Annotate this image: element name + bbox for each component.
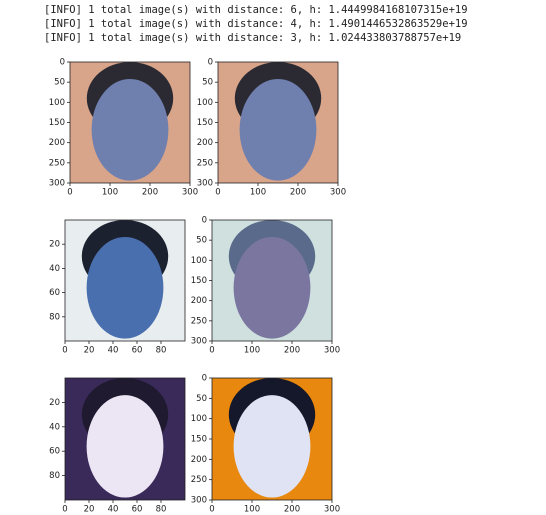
y-tick-label: 50: [54, 78, 65, 88]
y-tick-label: 20: [49, 240, 60, 250]
image-plot: 0 20 40 60 80 20 40 60 80: [49, 219, 186, 356]
y-tick-label: 300: [49, 179, 65, 189]
x-tick-label: 0: [215, 188, 220, 198]
y-tick-label: 150: [191, 276, 207, 286]
y-tick-label: 300: [191, 496, 207, 506]
y-tick-label: 60: [49, 288, 60, 298]
x-tick-label: 80: [156, 505, 167, 515]
image-face: [91, 78, 169, 181]
x-tick-label: 100: [102, 188, 118, 198]
x-tick-label: 100: [244, 346, 260, 356]
x-tick-label: 40: [108, 346, 119, 356]
y-tick-label: 250: [49, 158, 65, 168]
x-tick-label: 60: [132, 346, 143, 356]
y-tick-label: 80: [49, 312, 60, 322]
x-tick-label: 0: [62, 505, 67, 515]
x-tick-label: 200: [284, 505, 300, 515]
y-tick-label: 40: [49, 264, 60, 274]
y-tick-label: 300: [197, 179, 213, 189]
log-line: [INFO] 1 total image(s) with distance: 3…: [44, 32, 461, 44]
image-face: [233, 395, 311, 498]
y-tick-label: 200: [197, 138, 213, 148]
y-tick-label: 200: [191, 455, 207, 465]
x-tick-label: 200: [284, 346, 300, 356]
log-line: [INFO] 1 total image(s) with distance: 6…: [44, 4, 468, 16]
log-line: [INFO] 1 total image(s) with distance: 4…: [44, 18, 468, 30]
axes-frame: [64, 377, 186, 501]
y-tick-label: 0: [60, 58, 65, 68]
y-tick-label: 0: [202, 374, 207, 384]
x-tick-label: 300: [182, 188, 198, 198]
y-tick-label: 40: [49, 422, 60, 432]
x-tick-label: 300: [324, 505, 340, 515]
y-tick-label: 0: [208, 58, 213, 68]
y-tick-label: 0: [202, 216, 207, 226]
y-tick-label: 200: [49, 138, 65, 148]
x-tick-label: 300: [324, 346, 340, 356]
x-tick-label: 0: [62, 346, 67, 356]
y-tick-label: 100: [49, 98, 65, 108]
image-face: [86, 236, 164, 339]
image-face: [86, 395, 164, 498]
x-tick-label: 40: [108, 505, 119, 515]
x-tick-label: 0: [209, 346, 214, 356]
image-plot: 0 20 40 60 80 20 40 60 80: [49, 377, 186, 515]
y-tick-label: 200: [191, 296, 207, 306]
x-tick-label: 20: [84, 346, 95, 356]
y-tick-label: 50: [202, 78, 213, 88]
x-tick-label: 0: [209, 505, 214, 515]
x-tick-label: 80: [156, 346, 167, 356]
image-face: [233, 236, 311, 339]
y-tick-label: 100: [191, 414, 207, 424]
y-tick-label: 50: [196, 236, 207, 246]
y-tick-label: 150: [197, 118, 213, 128]
y-tick-label: 100: [197, 98, 213, 108]
y-tick-label: 300: [191, 337, 207, 347]
x-tick-label: 20: [84, 505, 95, 515]
image-face: [239, 78, 317, 181]
axes-frame: [64, 219, 186, 342]
y-tick-label: 100: [191, 256, 207, 266]
y-tick-label: 50: [196, 394, 207, 404]
x-tick-label: 300: [330, 188, 346, 198]
y-tick-label: 250: [191, 316, 207, 326]
y-tick-label: 20: [49, 398, 60, 408]
y-tick-label: 80: [49, 471, 60, 481]
y-tick-label: 150: [49, 118, 65, 128]
x-tick-label: 200: [290, 188, 306, 198]
x-tick-label: 200: [142, 188, 158, 198]
y-tick-label: 250: [191, 475, 207, 485]
x-tick-label: 0: [67, 188, 72, 198]
y-tick-label: 60: [49, 447, 60, 457]
x-tick-label: 100: [250, 188, 266, 198]
y-tick-label: 150: [191, 435, 207, 445]
y-tick-label: 250: [197, 158, 213, 168]
x-tick-label: 60: [132, 505, 143, 515]
x-tick-label: 100: [244, 505, 260, 515]
